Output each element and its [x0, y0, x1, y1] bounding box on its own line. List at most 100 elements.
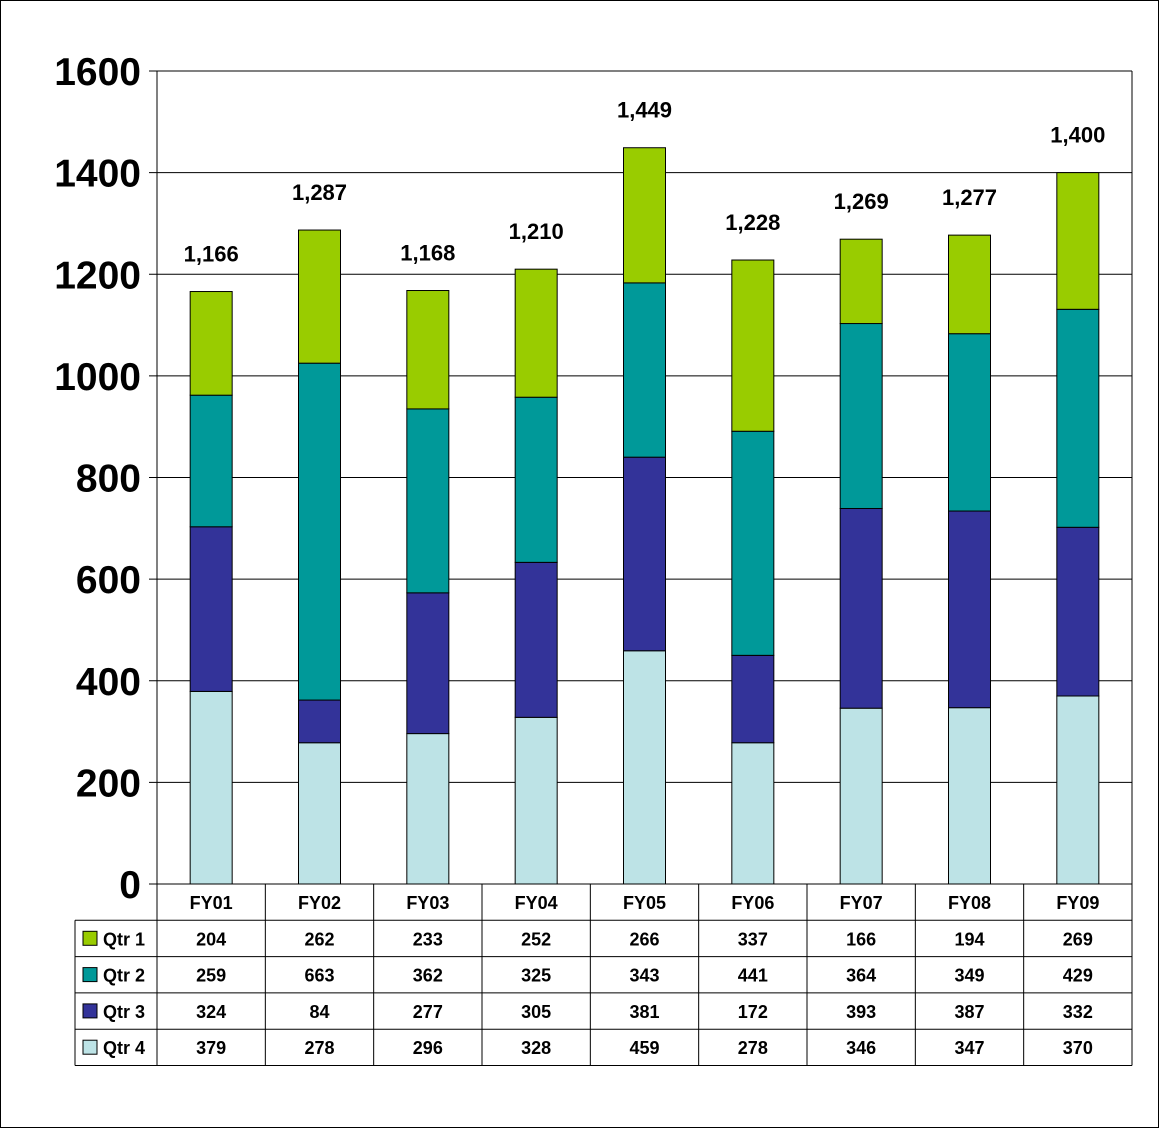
total-label-FY05: 1,449 — [617, 98, 672, 123]
legend-label: Qtr 3 — [103, 1002, 145, 1022]
table-cell: 364 — [846, 966, 876, 986]
table-cell: 166 — [846, 929, 876, 949]
table-cell: 332 — [1063, 1002, 1093, 1022]
legend-label: Qtr 4 — [103, 1038, 145, 1058]
table-cell: 337 — [738, 929, 768, 949]
y-tick-label: 400 — [76, 661, 141, 704]
bar-FY07-qtr-4 — [839, 707, 883, 885]
bar-FY08-qtr-4 — [948, 707, 991, 885]
bar-FY05-qtr-3 — [623, 456, 666, 652]
y-tick-label: 1400 — [54, 153, 141, 196]
bar-FY09-qtr-3 — [1056, 526, 1100, 697]
table-cell: 459 — [629, 1038, 659, 1058]
x-tick-label-FY04: FY04 — [515, 893, 558, 913]
table-cell: 663 — [304, 966, 334, 986]
y-tick-label: 200 — [76, 762, 141, 805]
x-tick-label-FY08: FY08 — [948, 893, 991, 913]
bar-FY08-qtr-3 — [948, 510, 991, 709]
bar-FY04-qtr-3 — [514, 561, 558, 718]
y-tick-label: 1200 — [54, 254, 141, 297]
y-tick-label: 800 — [76, 458, 141, 501]
bar-FY07-qtr-2 — [839, 323, 883, 509]
table-cell: 296 — [413, 1038, 443, 1058]
bar-FY09-qtr-2 — [1056, 308, 1100, 528]
bar-FY03-qtr-4 — [406, 733, 450, 885]
bar-FY01-qtr-3 — [189, 526, 233, 692]
bar-FY09-qtr-1 — [1056, 172, 1100, 310]
bar-FY07-qtr-3 — [839, 507, 883, 709]
table-cell: 84 — [309, 1002, 329, 1022]
bar-FY02-qtr-2 — [298, 362, 341, 701]
total-label-FY07: 1,269 — [834, 189, 889, 214]
table-cell: 269 — [1063, 929, 1093, 949]
bar-FY05-qtr-2 — [623, 282, 666, 458]
table-cell: 266 — [629, 929, 659, 949]
x-tick-label-FY03: FY03 — [406, 893, 449, 913]
table-cell: 343 — [629, 966, 659, 986]
x-tick-label-FY01: FY01 — [190, 893, 233, 913]
table-cell: 387 — [954, 1002, 984, 1022]
bar-FY06-qtr-3 — [731, 654, 775, 744]
x-tick-label-FY06: FY06 — [731, 893, 774, 913]
table-cell: 328 — [521, 1038, 551, 1058]
bar-FY05-qtr-4 — [623, 650, 666, 885]
table-cell: 305 — [521, 1002, 551, 1022]
total-label-FY01: 1,166 — [184, 242, 239, 267]
total-label-FY06: 1,228 — [725, 210, 780, 235]
bar-FY04-qtr-2 — [514, 396, 558, 563]
bar-FY04-qtr-1 — [514, 268, 558, 398]
table-cell: 259 — [196, 966, 226, 986]
bar-FY03-qtr-2 — [406, 408, 450, 594]
legend-key-qtr-2 — [82, 967, 98, 983]
table-cell: 441 — [738, 966, 768, 986]
bar-FY07-qtr-1 — [839, 238, 883, 325]
table-cell: 194 — [954, 929, 984, 949]
table-cell: 262 — [304, 929, 334, 949]
table-cell: 429 — [1063, 966, 1093, 986]
y-tick-label: 600 — [76, 559, 141, 602]
x-tick-label-FY07: FY07 — [840, 893, 883, 913]
legend-label: Qtr 2 — [103, 966, 145, 986]
legend-label: Qtr 1 — [103, 929, 145, 949]
table-cell: 381 — [629, 1002, 659, 1022]
table-cell: 278 — [304, 1038, 334, 1058]
table-cell: 393 — [846, 1002, 876, 1022]
y-tick-label: 1600 — [54, 51, 141, 94]
total-label-FY04: 1,210 — [509, 219, 564, 244]
table-cell: 370 — [1063, 1038, 1093, 1058]
legend-key-qtr-1 — [82, 930, 98, 946]
x-tick-label-FY09: FY09 — [1056, 893, 1099, 913]
bar-FY01-qtr-4 — [189, 690, 233, 885]
total-label-FY09: 1,400 — [1050, 123, 1105, 148]
bar-FY06-qtr-1 — [731, 259, 775, 432]
legend-key-qtr-4 — [82, 1039, 98, 1055]
bar-FY02-qtr-4 — [298, 742, 341, 885]
total-label-FY02: 1,287 — [292, 180, 347, 205]
table-cell: 325 — [521, 966, 551, 986]
total-label-FY08: 1,277 — [942, 185, 997, 210]
table-cell: 346 — [846, 1038, 876, 1058]
legend-key-qtr-3 — [82, 1003, 98, 1019]
bar-FY09-qtr-4 — [1056, 695, 1100, 885]
table-cell: 324 — [196, 1002, 226, 1022]
bar-FY06-qtr-4 — [731, 742, 775, 885]
bar-FY08-qtr-2 — [948, 333, 991, 512]
bar-FY05-qtr-1 — [623, 147, 666, 284]
table-cell: 233 — [413, 929, 443, 949]
bar-FY06-qtr-2 — [731, 430, 775, 656]
table-cell: 277 — [413, 1002, 443, 1022]
table-cell: 278 — [738, 1038, 768, 1058]
table-cell: 172 — [738, 1002, 768, 1022]
table-cell: 379 — [196, 1038, 226, 1058]
table-cell: 349 — [954, 966, 984, 986]
bar-FY08-qtr-1 — [948, 234, 991, 335]
bar-FY02-qtr-1 — [298, 229, 341, 364]
x-tick-label-FY02: FY02 — [298, 893, 341, 913]
bar-FY03-qtr-1 — [406, 290, 450, 410]
bar-FY03-qtr-3 — [406, 592, 450, 735]
bar-FY04-qtr-4 — [514, 716, 558, 885]
y-tick-label: 1000 — [54, 356, 141, 399]
total-label-FY03: 1,168 — [400, 241, 455, 266]
table-cell: 252 — [521, 929, 551, 949]
